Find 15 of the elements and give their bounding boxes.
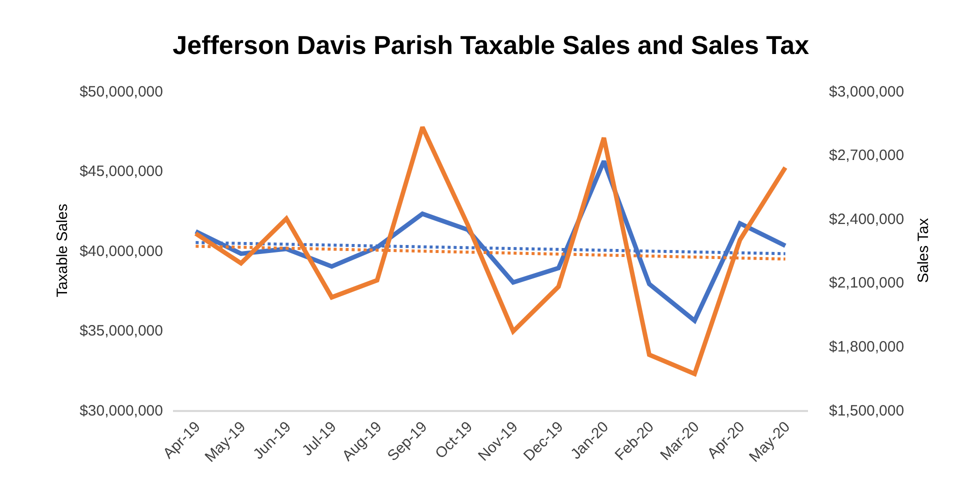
y-tick-label: $50,000,000 — [80, 83, 163, 100]
y2-tick-label: $1,500,000 — [829, 402, 904, 420]
y-tick-label: $35,000,000 — [80, 322, 163, 340]
y2-tick-label: $1,800,000 — [829, 338, 904, 356]
y2-axis-title: Sales Tax — [915, 218, 932, 283]
chart-title: Jefferson Davis Parish Taxable Sales and Sales Tax — [172, 30, 810, 60]
y2-tick-label: $3,000,000 — [829, 83, 904, 100]
line-series — [193, 124, 788, 376]
y-tick-label: $45,000,000 — [80, 163, 163, 180]
y-tick-label: $30,000,000 — [80, 402, 163, 420]
y-axis-title: Taxable Sales — [54, 204, 71, 298]
y2-tick-label: $2,400,000 — [829, 210, 904, 228]
y2-tick-label: $2,100,000 — [829, 274, 904, 292]
y-tick-label: $40,000,000 — [80, 242, 163, 260]
y2-tick-label: $2,700,000 — [829, 147, 904, 164]
